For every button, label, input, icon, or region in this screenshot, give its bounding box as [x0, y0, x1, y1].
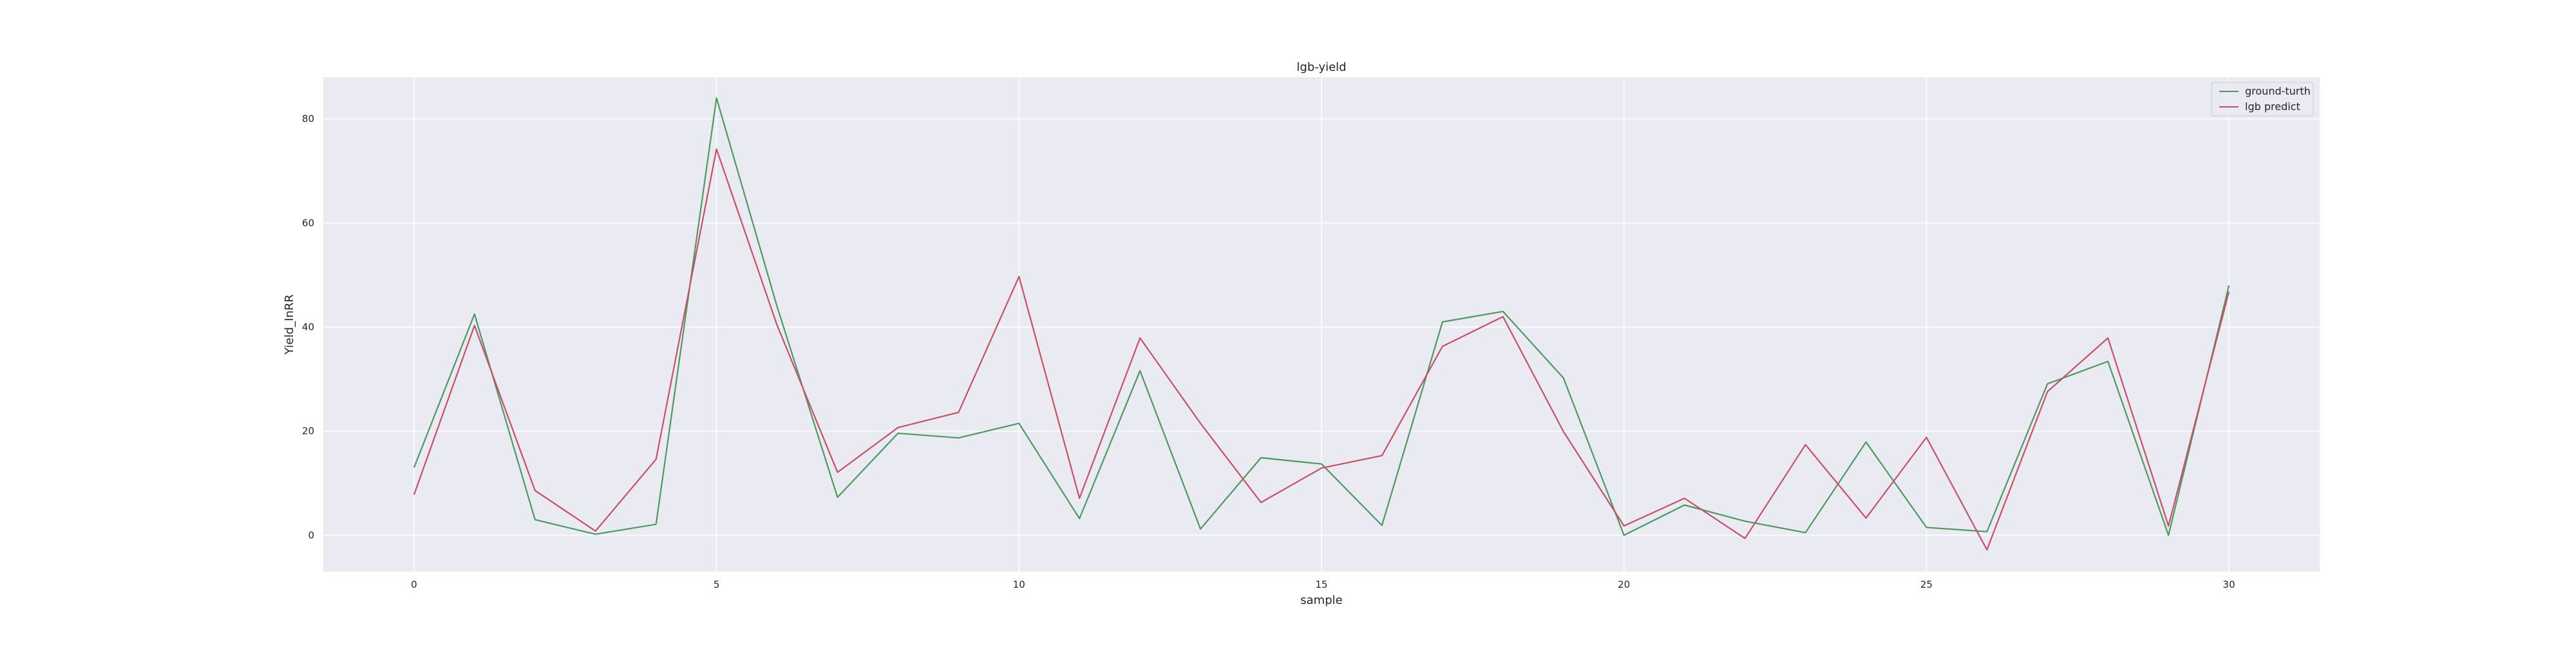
- series-line-lgb-predict: [413, 148, 2230, 551]
- legend: ground-turth lgb predict: [2211, 82, 2314, 117]
- y-tick-label: 40: [302, 321, 314, 333]
- grid-lines: [323, 77, 2320, 572]
- y-tick-label: 60: [302, 217, 314, 229]
- y-tick-label: 80: [302, 113, 314, 125]
- x-tick-label: 30: [2223, 579, 2235, 590]
- y-tick-label: 20: [302, 426, 314, 437]
- x-axis-label: sample: [1300, 594, 1342, 607]
- x-tick-label: 0: [411, 579, 417, 590]
- legend-label-lgb-predict: lgb predict: [2245, 100, 2300, 113]
- series-lines: [413, 97, 2230, 551]
- legend-label-ground-truth: ground-turth: [2245, 85, 2311, 97]
- y-tick-label: 0: [308, 529, 314, 541]
- y-axis-label: Yield_InRR: [283, 294, 296, 355]
- series-line-ground-truth: [413, 97, 2230, 536]
- x-tick-label: 25: [1920, 579, 1933, 590]
- x-tick-label: 10: [1013, 579, 1025, 590]
- x-tick-label: 20: [1618, 579, 1630, 590]
- tick-labels: 0 5 10 15 20 25 30 0 20 40 60 80: [302, 113, 2235, 590]
- chart-title: lgb-yield: [1296, 61, 1346, 74]
- x-tick-label: 15: [1315, 579, 1327, 590]
- x-tick-label: 5: [714, 579, 720, 590]
